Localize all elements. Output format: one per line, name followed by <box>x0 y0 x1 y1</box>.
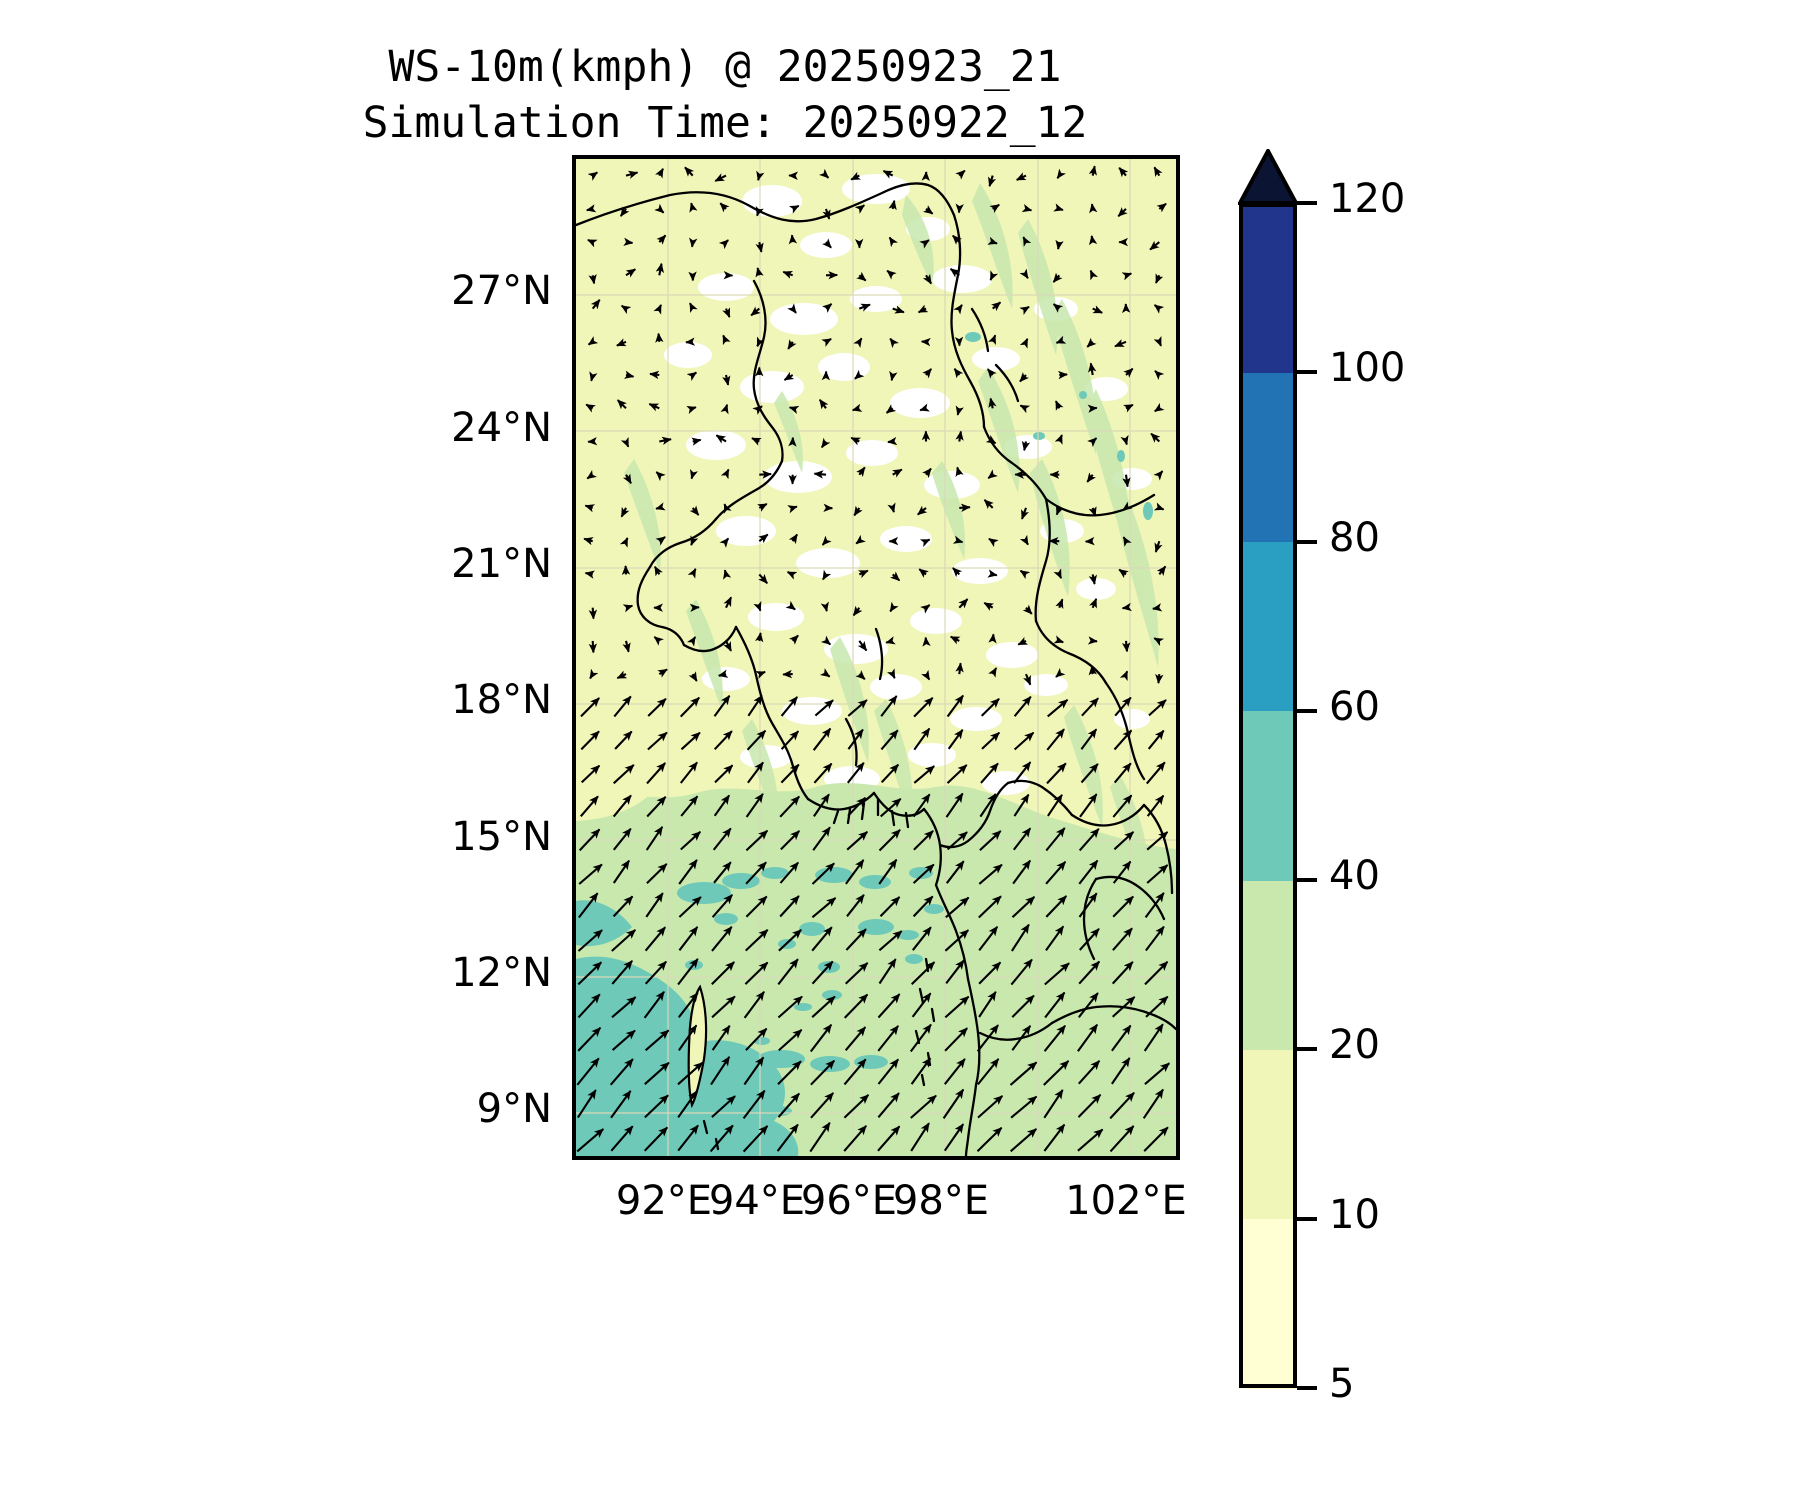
xtick-label-94E: 94°E <box>708 1178 806 1224</box>
colorbar-tick-60 <box>1297 708 1317 713</box>
map-axes[interactable] <box>572 155 1180 1160</box>
xtick-label-92E: 92°E <box>615 1178 713 1224</box>
colorbar-tick-100 <box>1297 370 1317 375</box>
colorbar-label-40: 40 <box>1329 853 1380 900</box>
colorbar[interactable]: 5 10 20 40 60 80 100 120 <box>1238 149 1659 1407</box>
figure-title-line-1: WS-10m(kmph) @ 20250923_21 <box>388 42 1062 92</box>
colorbar-tick-10 <box>1297 1216 1317 1221</box>
colorbar-band-5-10 <box>1239 1218 1297 1389</box>
wind-speed-field <box>576 159 1176 1156</box>
colorbar-extend-arrow <box>1238 149 1298 205</box>
xtick-label-102E: 102°E <box>1065 1178 1187 1224</box>
ytick-label-18N: 18°N <box>451 677 552 723</box>
colorbar-band-10-20 <box>1239 1049 1297 1220</box>
xtick-label-98E: 98°E <box>892 1178 990 1224</box>
ytick-label-21N: 21°N <box>451 541 552 587</box>
colorbar-tick-5 <box>1297 1386 1317 1390</box>
colorbar-label-60: 60 <box>1329 683 1380 730</box>
colorbar-label-5: 5 <box>1329 1361 1355 1407</box>
colorbar-label-20: 20 <box>1329 1022 1380 1069</box>
figure-title-block: WS-10m(kmph) @ 20250923_21 Simulation Ti… <box>0 40 1450 152</box>
figure-title-line-2: Simulation Time: 20250922_12 <box>362 97 1088 148</box>
map-canvas <box>576 159 1176 1156</box>
colorbar-label-10: 10 <box>1329 1191 1380 1238</box>
colorbar-band-80-100 <box>1239 372 1297 543</box>
colorbar-tick-120 <box>1297 201 1317 205</box>
ytick-label-15N: 15°N <box>451 814 552 860</box>
colorbar-gradient <box>1239 203 1297 1389</box>
ytick-label-9N: 9°N <box>476 1086 552 1132</box>
colorbar-band-60-80 <box>1239 541 1297 712</box>
colorbar-band-100-120 <box>1239 203 1297 373</box>
wind-vector-field <box>576 165 1170 1153</box>
colorbar-tick-20 <box>1297 1047 1317 1052</box>
ytick-label-27N: 27°N <box>451 268 552 314</box>
colorbar-tick-40 <box>1297 878 1317 883</box>
colorbar-label-100: 100 <box>1329 345 1406 392</box>
colorbar-tick-80 <box>1297 539 1317 544</box>
colorbar-label-80: 80 <box>1329 514 1380 561</box>
xtick-label-96E: 96°E <box>800 1178 898 1224</box>
colorbar-band-40-60 <box>1239 710 1297 881</box>
ytick-label-24N: 24°N <box>451 405 552 451</box>
colorbar-band-20-40 <box>1239 880 1297 1051</box>
ytick-label-12N: 12°N <box>451 950 552 996</box>
colorbar-label-120: 120 <box>1329 176 1406 222</box>
